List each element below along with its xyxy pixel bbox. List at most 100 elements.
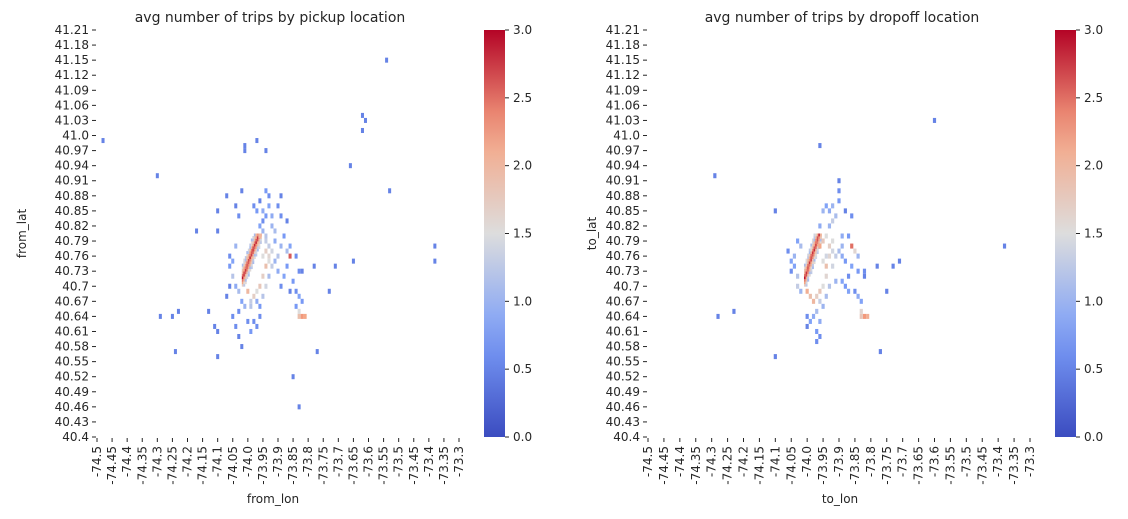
heatmap-cell (213, 323, 217, 329)
heatmap-cell (249, 251, 252, 254)
heatmap-cell (818, 233, 821, 237)
heatmap-cell (173, 349, 177, 355)
heatmap-cell (176, 308, 180, 314)
x-tick-label: -73.7 (896, 446, 910, 477)
heatmap-cell (840, 233, 844, 239)
heatmap-cell (249, 261, 252, 265)
x-tick-label: -74.45 (657, 446, 671, 485)
y-axis-label-pickup: from_lat (15, 209, 29, 259)
heatmap-cell (253, 251, 256, 254)
x-tick-label: -73.5 (392, 446, 406, 477)
heatmap-cell (240, 298, 244, 304)
heatmap-cell (834, 278, 838, 284)
y-tick-label: 40.46 (606, 400, 640, 414)
heatmap-cell (241, 273, 244, 277)
heatmap-cell (247, 251, 250, 254)
heatmap-cell (810, 258, 813, 262)
heatmap-cell (360, 112, 364, 118)
heatmap-cell (250, 251, 253, 254)
heatmap-cell (803, 273, 806, 277)
x-tick-label: -74.15 (196, 446, 210, 485)
colorbar-tick-label: 0.5 (1084, 362, 1103, 376)
x-tick-label: -74.3 (705, 446, 719, 477)
heatmap-cell (810, 256, 813, 260)
heatmap-cell (253, 238, 256, 242)
heatmap-cell (803, 278, 806, 282)
y-tick-label: 40.73 (606, 264, 640, 278)
heatmap-cell (253, 236, 256, 239)
heatmap-cell (300, 298, 304, 304)
heatmap-cell (258, 223, 262, 229)
heatmap-cell (813, 256, 816, 260)
heatmap-cell (831, 248, 835, 254)
y-tick-label: 40.97 (55, 144, 89, 158)
heatmap-cell (279, 283, 283, 289)
heatmap-cell (827, 208, 832, 214)
heatmap-cell (253, 243, 256, 247)
heatmap-cell (807, 263, 810, 267)
heatmap-cell (250, 243, 253, 247)
x-tick-label: -73.45 (975, 446, 989, 485)
heatmap-cell (803, 263, 806, 267)
heatmap-cell (282, 273, 286, 279)
heatmap-cell (816, 248, 819, 252)
heatmap-cell (891, 263, 895, 269)
heatmap-cell (249, 258, 252, 262)
heatmap-cell (312, 263, 316, 269)
heatmap-cell (243, 303, 247, 309)
heatmap-cell (243, 278, 246, 282)
heatmap-cell (256, 246, 259, 249)
heatmap-cell (824, 293, 828, 299)
heatmap-cell (824, 273, 828, 279)
x-tick-label: -73.8 (301, 446, 315, 477)
heatmap-cell (815, 241, 818, 244)
heatmap-cell (249, 253, 252, 257)
heatmap-cell (827, 223, 832, 229)
x-tick-label: -73.35 (1007, 446, 1021, 485)
heatmap-cell (237, 288, 241, 294)
heatmap-cell (261, 273, 265, 279)
y-axis-label-dropoff: to_lat (585, 216, 599, 250)
heatmap-cell (276, 253, 280, 259)
heatmap-cell (818, 143, 822, 149)
heatmap-cell (247, 261, 250, 265)
chart-title-dropoff: avg number of trips by dropoff location (705, 10, 980, 26)
heatmap-cell (252, 236, 255, 239)
heatmap-cell (818, 333, 822, 340)
heatmap-cell (270, 248, 274, 254)
heatmap-cell (433, 243, 437, 249)
heatmap-cell (243, 258, 246, 262)
heatmap-cell (258, 303, 262, 309)
heatmap-cell (815, 248, 818, 252)
heatmap-cell (805, 263, 808, 267)
heatmap-cell (246, 268, 249, 272)
heatmap-cell (250, 246, 253, 249)
heatmap-cell (216, 354, 220, 360)
x-tick-label: -73.95 (256, 446, 270, 485)
heatmap-cell (348, 163, 352, 169)
heatmap-cell (247, 268, 250, 272)
heatmap-cell (807, 276, 810, 280)
y-tick-label: 40.7 (62, 279, 89, 293)
heatmap-cell (241, 268, 244, 272)
heatmap-cell (255, 138, 259, 144)
heatmap-cell (773, 354, 777, 360)
heatmap-cell (250, 248, 253, 252)
heatmap-cell (253, 233, 256, 237)
heatmap-cell (237, 308, 241, 314)
heatmap-cell (261, 208, 265, 214)
heatmap-cell (241, 276, 244, 280)
heatmap-cell (815, 339, 819, 345)
heatmap-cell (807, 256, 810, 260)
heatmap-cell (850, 243, 854, 249)
heatmap-cell (818, 236, 821, 239)
heatmap-cell (234, 243, 238, 249)
heatmap-cell (264, 213, 268, 219)
y-tick-label: 40.46 (55, 400, 89, 414)
colorbar-tick-label: 2.5 (513, 91, 532, 105)
x-tick-label: -74.1 (211, 446, 225, 477)
y-axis-ticks-pickup: 41.2141.1841.1541.1241.0941.0641.0341.04… (55, 23, 96, 444)
heatmap-cell (258, 243, 261, 247)
y-tick-label: 40.76 (606, 249, 640, 263)
heatmap-cell (285, 263, 289, 269)
